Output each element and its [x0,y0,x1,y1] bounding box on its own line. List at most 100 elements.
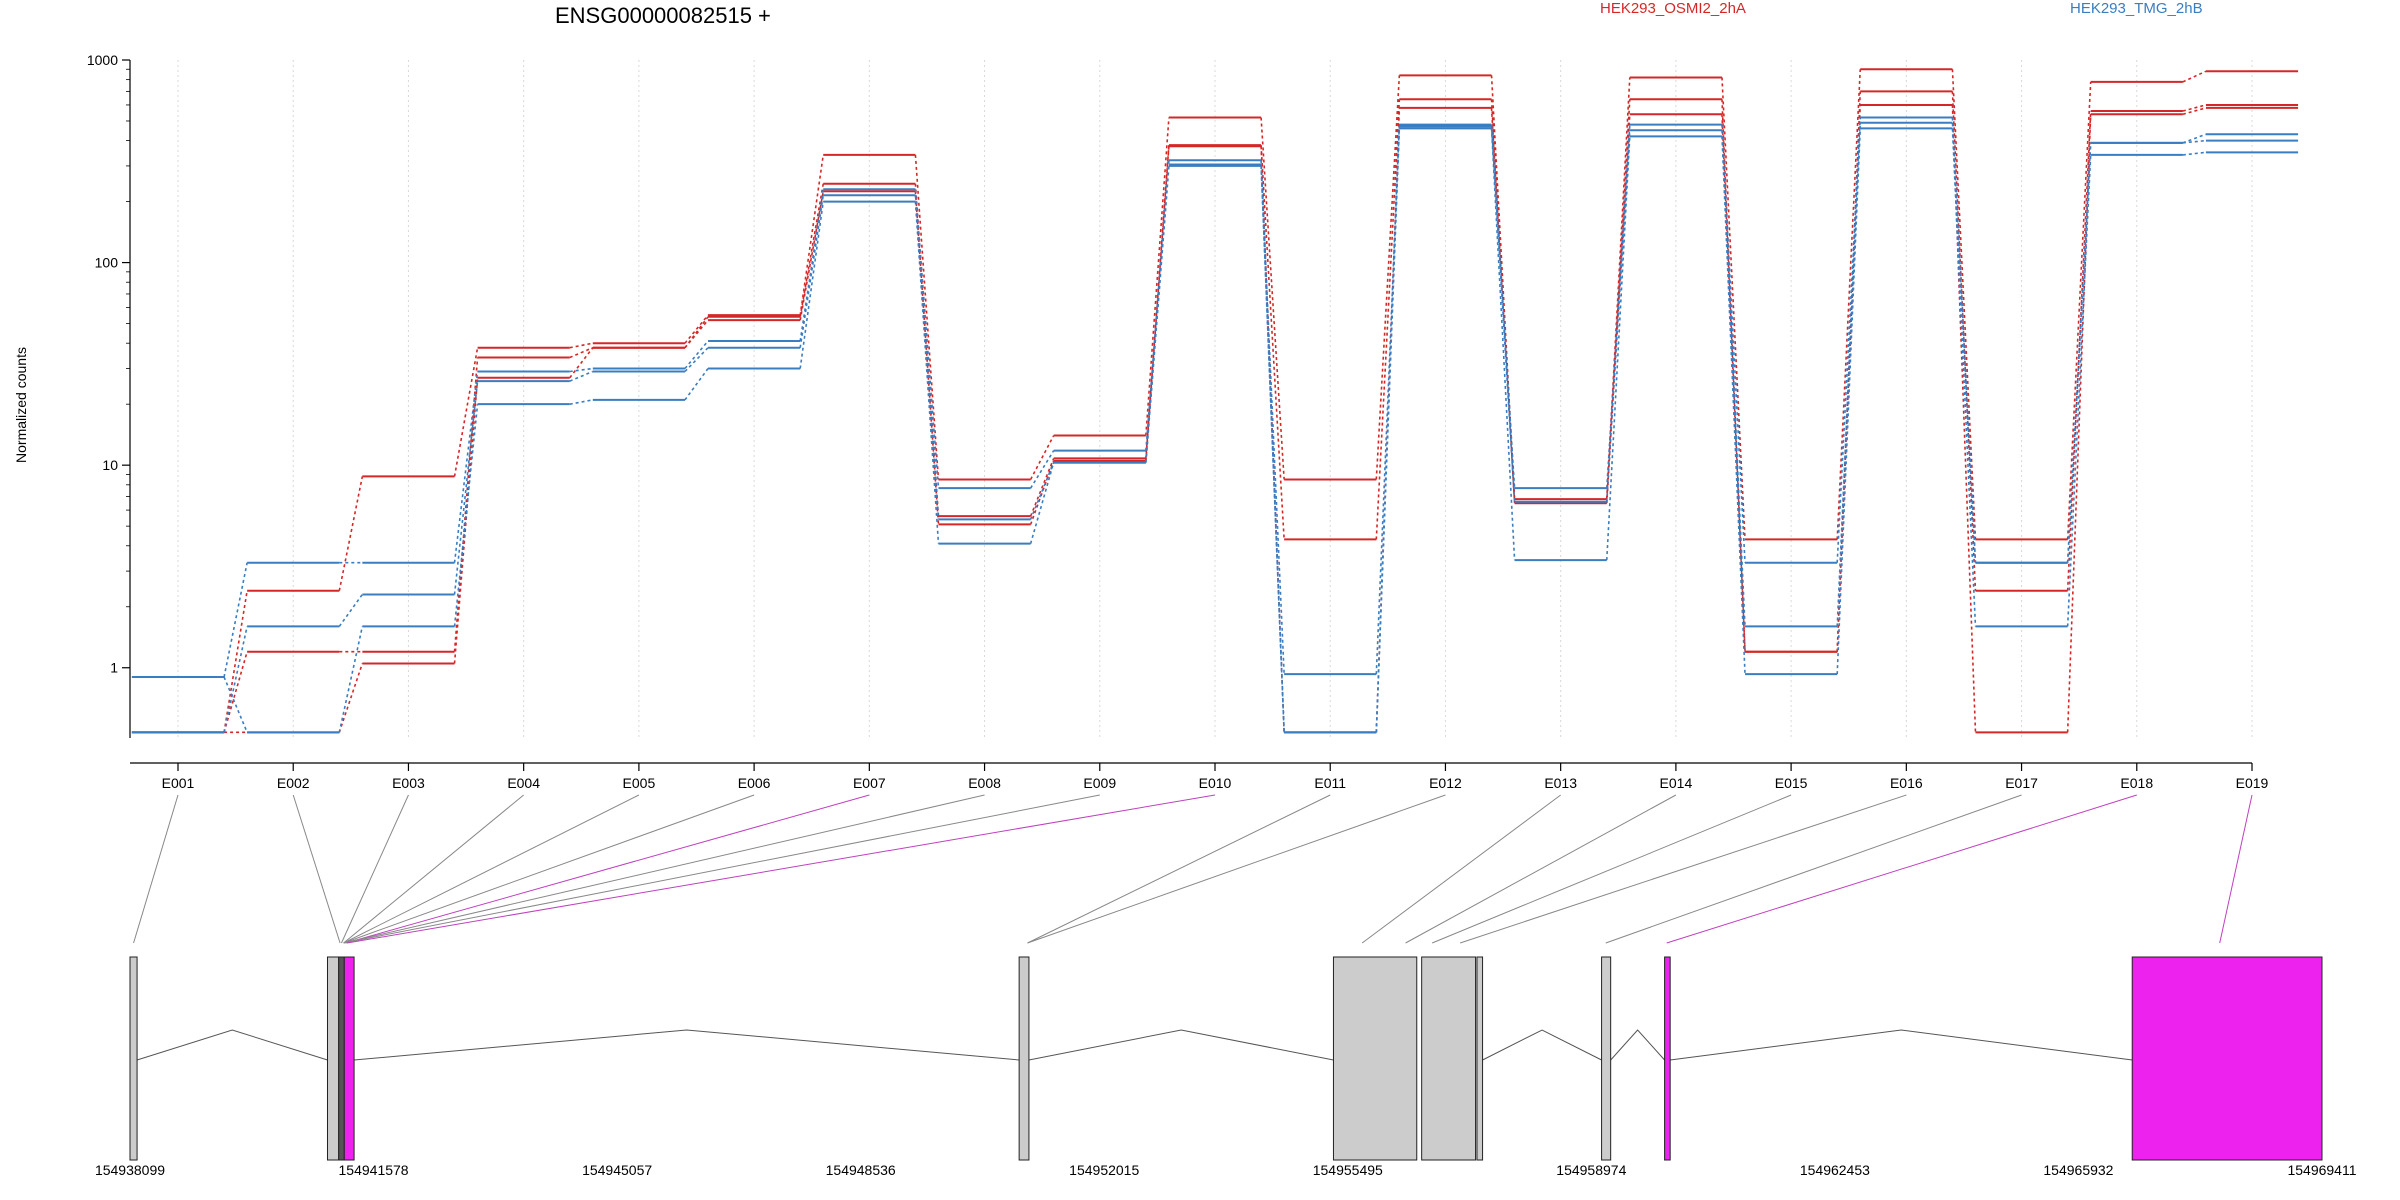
series-connector [453,347,479,477]
exon-box [326,956,340,1161]
exon-box [343,956,355,1161]
series-connector [684,347,709,373]
series-connector [1605,77,1631,500]
series-connector [569,399,593,405]
series-connector [1029,450,1055,489]
exon-link-e001 [133,794,179,944]
exon-link-e014 [1405,794,1677,944]
x-tick-label-e004: E004 [507,775,540,791]
series-connector [223,626,248,733]
series-connector [569,342,593,349]
x-tick-label-e005: E005 [623,775,656,791]
x-tick-label-e012: E012 [1429,775,1462,791]
series-connector [799,189,825,342]
intron-line [1482,1029,1602,1061]
exon-link-e009 [343,794,1100,944]
series-connector [799,195,825,348]
intron-line [136,1029,328,1061]
series-connector [1951,69,1977,540]
x-tick-label-e019: E019 [2236,775,2269,791]
series-connector [338,593,364,627]
series-connector [1605,130,1631,502]
series-connector [569,346,594,359]
y-tick-label: 100 [95,255,119,271]
series-connector [223,676,248,733]
legend-entry-osmi2: HEK293_OSMI2_2hA [1600,0,1746,17]
series-connector [684,340,709,370]
gene-model: 154938099 154941578 154945057 154948536 1549… [95,956,2357,1178]
genomic-coordinate-label: 154955495 [1313,1162,1383,1178]
exon-link-e016 [1460,794,1907,944]
series-connector [914,154,940,480]
series-connector [1836,117,1862,563]
genomic-coordinate-label: 154958974 [1556,1162,1626,1178]
series-connector [1260,145,1285,540]
series-connector [338,663,364,733]
x-tick-label-e002: E002 [277,775,310,791]
series-connector [2182,151,2206,156]
series-connector [1145,165,1170,463]
exon-link-e010 [347,794,1216,944]
series-osmi2-2 [131,103,2299,734]
exon-link-e017 [1605,794,2022,944]
x-tick-label-e013: E013 [1544,775,1577,791]
exon-link-e006 [343,794,755,944]
series-connector [914,201,940,544]
series-connector [1375,75,1401,480]
series-connector [569,347,594,379]
series-connector [1145,146,1170,461]
series-connector [2066,154,2092,627]
x-tick-label-e014: E014 [1660,775,1693,791]
series-connector [1951,104,1977,733]
series-connector [1721,77,1746,540]
exon-box [1421,956,1477,1161]
series-connector [684,314,709,344]
exon-box [1664,956,1671,1161]
series-connector [1375,128,1401,733]
series-connector [799,201,825,369]
series-connector [799,154,825,316]
exon-box [1476,956,1484,1161]
x-tick-label-e018: E018 [2120,775,2153,791]
grid-lines [177,60,2253,738]
series-connector [1951,128,1977,627]
chart-title: ENSG00000082515 + [555,3,771,28]
x-tick-label-e010: E010 [1199,775,1232,791]
exon-link-e012 [1027,794,1446,944]
x-tick-label-e015: E015 [1775,775,1808,791]
series-connector [338,476,364,591]
x-tick-label-e008: E008 [968,775,1001,791]
y-axis-label: Normalized counts [13,347,29,463]
exon-link-e002 [292,794,341,944]
series-connector [1490,99,1516,504]
genomic-coordinate-label: 154941578 [339,1162,409,1178]
series-connector [223,562,248,678]
genomic-coordinate-label: 154965932 [2043,1162,2113,1178]
x-tick-label-e007: E007 [853,775,886,791]
x-tick-label-e017: E017 [2005,775,2038,791]
exon-link-e007 [345,794,870,944]
exon-box [1332,956,1418,1161]
intron-line [1028,1029,1334,1061]
genomic-coordinate-label: 154969411 [2287,1162,2356,1178]
exon-link-e018 [1666,794,2137,944]
series-connector [1836,122,1862,627]
series-connector [2066,142,2092,563]
genomic-coordinate-label: 154945057 [582,1162,652,1178]
legend-entry-tmg: HEK293_TMG_2hB [2070,0,2203,17]
series-connector [2066,114,2092,733]
series-connector [2066,81,2092,540]
exon-link-e011 [1027,794,1331,944]
y-tick-label: 10 [102,457,118,473]
series-connector [684,319,709,349]
series-connector [1260,117,1285,480]
series-connector [799,183,825,317]
series-connector [2182,139,2206,144]
series-connector [684,316,709,349]
series-connector [1721,130,1746,627]
series-connector [1029,460,1055,525]
series-connector [1605,136,1631,561]
series-connector [2182,104,2207,112]
series-connector [1490,128,1516,561]
